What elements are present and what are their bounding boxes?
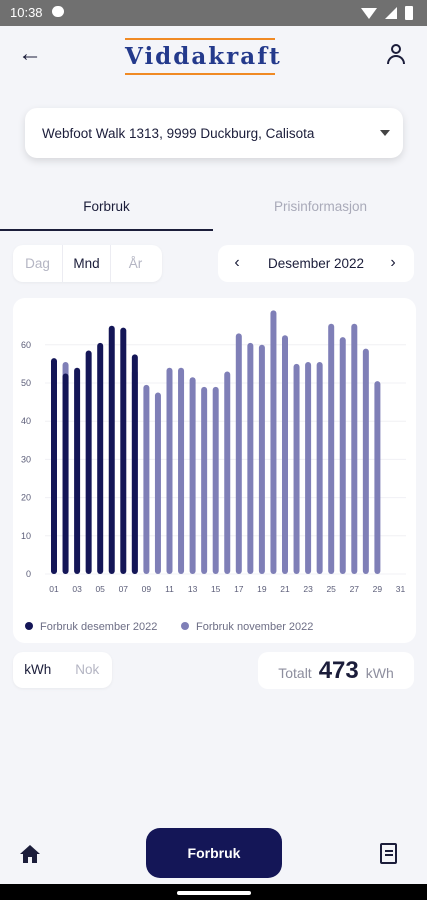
- legend-label-desember: Forbruk desember 2022: [40, 621, 157, 633]
- bar-november: [201, 386, 208, 574]
- total-value: 473: [318, 657, 359, 684]
- total-label: Totalt: [278, 665, 312, 681]
- app-header: ← Viddakraft: [0, 26, 427, 86]
- bar-desember: [108, 325, 115, 574]
- x-tick-label: 25: [326, 584, 336, 594]
- unit-option-kwh[interactable]: kWh: [24, 662, 52, 677]
- bar-november: [212, 386, 219, 574]
- x-tick-label: 19: [257, 584, 267, 594]
- bar-november: [270, 310, 277, 574]
- tab-forbruk[interactable]: Forbruk: [0, 185, 213, 231]
- bar-desember: [120, 327, 127, 574]
- bar-november: [374, 381, 381, 574]
- bar-november: [235, 333, 242, 574]
- y-tick-label: 10: [21, 531, 31, 541]
- x-tick-label: 13: [188, 584, 198, 594]
- bar-november: [351, 323, 358, 574]
- system-nav-bar: [0, 884, 427, 900]
- dropdown-caret-icon: [380, 130, 390, 136]
- month-navigator: ‹ Desember 2022 ›: [218, 245, 414, 282]
- brand-logo: Viddakraft: [125, 38, 280, 75]
- x-tick-label: 29: [373, 584, 383, 594]
- bar-november: [305, 361, 312, 574]
- period-option-mnd[interactable]: Mnd: [62, 245, 111, 282]
- chat-notification-icon: [52, 6, 64, 17]
- x-tick-label: 15: [211, 584, 221, 594]
- bar-november: [224, 371, 231, 574]
- battery-icon: [405, 6, 413, 20]
- status-icons: [361, 6, 413, 20]
- chevron-left-icon[interactable]: ‹: [234, 254, 240, 271]
- total-unit: kWh: [365, 665, 394, 681]
- legend-marker-november: [181, 622, 189, 630]
- bar-desember: [85, 350, 92, 574]
- x-tick-label: 21: [280, 584, 290, 594]
- bar-november: [328, 323, 335, 574]
- chevron-right-icon[interactable]: ›: [390, 254, 396, 271]
- tab-bar: Forbruk Prisinformasjon: [0, 185, 427, 233]
- total-card: Totalt 473 kWh: [258, 652, 414, 689]
- x-tick-label: 11: [165, 584, 174, 594]
- status-time: 10:38: [10, 5, 43, 20]
- home-gesture-bar[interactable]: [177, 891, 251, 895]
- unit-toggle: kWh Nok: [13, 652, 112, 688]
- period-option-dag[interactable]: Dag: [25, 256, 50, 271]
- bar-november: [143, 384, 150, 574]
- bar-november: [247, 342, 254, 574]
- period-option-ar[interactable]: År: [128, 256, 143, 271]
- legend-label-november: Forbruk november 2022: [196, 621, 313, 633]
- back-arrow-icon[interactable]: ←: [18, 40, 42, 67]
- x-tick-label: 23: [303, 584, 313, 594]
- x-tick-label: 17: [234, 584, 244, 594]
- x-tick-label: 01: [49, 584, 59, 594]
- bar-november: [339, 337, 346, 574]
- y-tick-label: 20: [21, 493, 31, 503]
- user-profile-icon[interactable]: [387, 44, 405, 64]
- bottom-navigation: Forbruk: [0, 822, 427, 884]
- unit-option-nok[interactable]: Nok: [75, 662, 100, 677]
- y-tick-label: 50: [21, 378, 31, 388]
- wifi-icon: [361, 7, 377, 19]
- document-icon[interactable]: [380, 843, 397, 864]
- x-tick-label: 03: [72, 584, 82, 594]
- bar-november: [282, 335, 288, 574]
- x-tick-label: 05: [95, 584, 105, 594]
- bar-november: [316, 361, 323, 574]
- chart-svg: 0 10 20 30 40 50 60 01 03 05 07 09 11 13 15 17 19 21 23 25 2…: [21, 310, 406, 633]
- address-value: Webfoot Walk 1313, 9999 Duckburg, Caliso…: [42, 125, 315, 141]
- home-icon[interactable]: [20, 845, 40, 863]
- status-bar: 10:38: [0, 0, 427, 26]
- bar-november: [178, 367, 185, 574]
- bar-november: [154, 392, 161, 574]
- period-selector: Dag Mnd År: [13, 245, 162, 282]
- nav-forbruk-button[interactable]: Forbruk: [146, 828, 282, 878]
- y-tick-label: 60: [21, 340, 31, 350]
- x-tick-label: 07: [119, 584, 129, 594]
- y-tick-label: 0: [26, 569, 31, 579]
- bar-november: [166, 367, 173, 574]
- legend-marker-desember: [25, 622, 33, 630]
- x-tick-label: 31: [396, 584, 406, 594]
- bar-november: [189, 377, 196, 574]
- bar-november: [293, 363, 300, 574]
- bar-desember: [51, 358, 57, 574]
- month-label: Desember 2022: [267, 256, 365, 271]
- signal-icon: [385, 7, 397, 19]
- bar-november: [258, 344, 265, 574]
- bar-november: [362, 348, 369, 574]
- bar-desember: [74, 367, 81, 574]
- x-tick-label: 27: [350, 584, 360, 594]
- y-tick-label: 30: [21, 454, 31, 464]
- y-tick-label: 40: [21, 416, 31, 426]
- consumption-chart: 0 10 20 30 40 50 60 01 03 05 07 09 11 13 15 17 19 21 23 25 2…: [13, 298, 416, 643]
- tab-prisinformasjon[interactable]: Prisinformasjon: [273, 199, 368, 214]
- x-tick-label: 09: [142, 584, 152, 594]
- bar-desember: [62, 373, 69, 574]
- bar-desember: [97, 342, 104, 574]
- address-select[interactable]: Webfoot Walk 1313, 9999 Duckburg, Caliso…: [25, 108, 403, 158]
- bar-desember: [131, 354, 138, 574]
